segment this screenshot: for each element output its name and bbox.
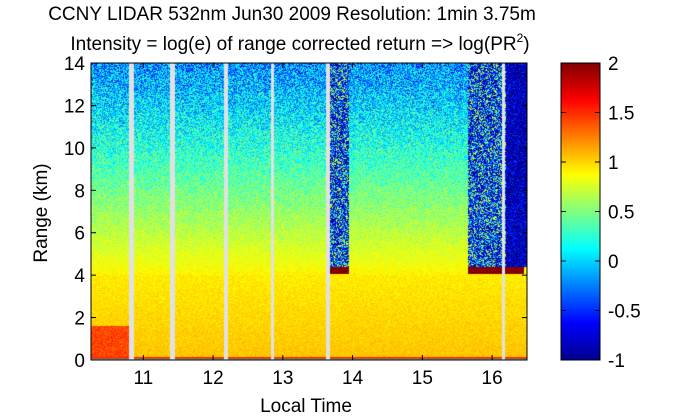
subtitle-superscript: 2 [517,31,524,45]
chart-title: CCNY LIDAR 532nm Jun30 2009 Resolution: … [48,4,536,25]
x-tick-label: 15 [412,368,433,389]
y-tick-label: 14 [64,54,86,75]
x-axis-label: Local Time [260,396,352,417]
colorbar-tick-label: 1 [608,153,619,174]
y-tick-label: 6 [74,224,85,245]
colorbar-ticks: -1 -0.5 0 0.5 1 1.5 2 [561,54,641,372]
colorbar-tick-label: -1 [608,351,625,372]
x-tick-label: 12 [203,368,224,389]
x-tick-label: 13 [272,368,293,389]
heatmap-plot [90,62,528,361]
plot-frame [90,62,528,361]
x-tick-label: 14 [342,368,364,389]
chart-subtitle: Intensity = log(e) of range corrected re… [70,31,529,55]
y-tick-label: 8 [74,181,85,202]
colorbar-tick-label: 0 [608,252,619,273]
x-tick-label: 16 [482,368,503,389]
colorbar-tick-label: 2 [608,54,619,75]
y-axis-label: Range (km) [31,163,52,262]
x-axis: 11 12 13 14 15 16 [133,63,503,389]
x-tick-label: 11 [133,368,153,389]
y-tick-label: 10 [64,139,85,160]
colorbar: -1 -0.5 0 0.5 1 1.5 2 [560,54,641,372]
colorbar-tick-label: 0.5 [608,203,634,224]
colorbar-tick-label: -0.5 [608,302,641,323]
colorbar-gradient [560,62,601,361]
y-tick-label: 0 [74,351,85,372]
y-tick-label: 12 [64,96,85,117]
y-tick-label: 2 [74,309,85,330]
y-tick-label: 4 [74,266,85,287]
colorbar-tick-label: 1.5 [608,104,634,125]
y-axis: 0 2 4 6 8 10 12 14 [64,54,527,372]
